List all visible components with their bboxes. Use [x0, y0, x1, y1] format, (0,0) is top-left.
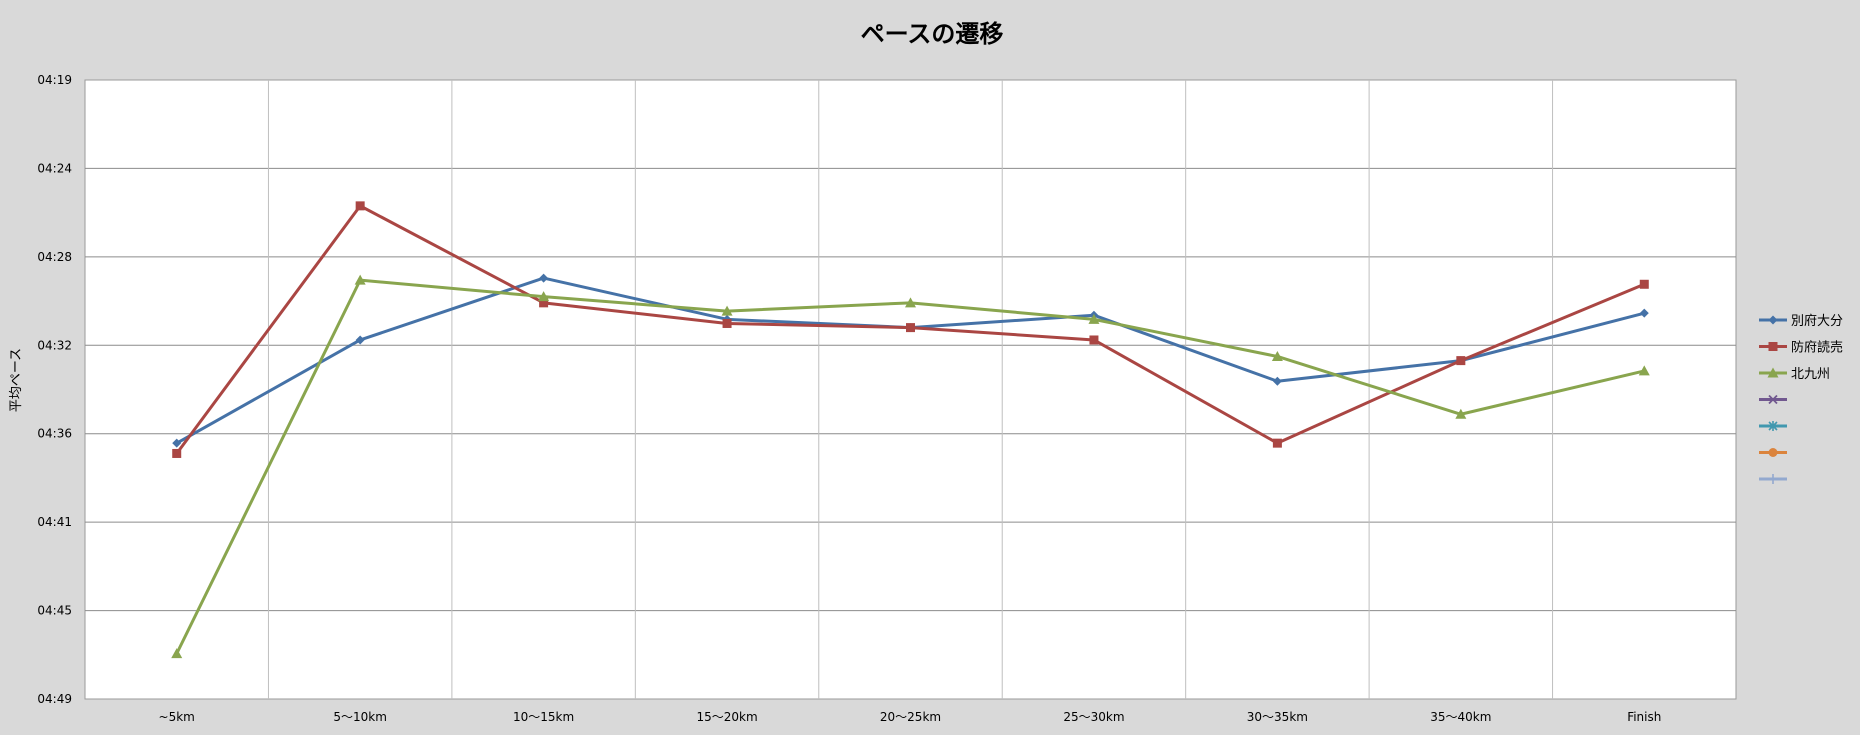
legend-marker: [1768, 448, 1778, 457]
y-tick-label: 04:45: [37, 604, 72, 618]
x-tick-label: Finish: [1627, 710, 1661, 724]
y-tick-label: 04:28: [37, 250, 72, 264]
legend-marker: [1767, 367, 1779, 378]
data-point: [1272, 376, 1282, 386]
legend-marker: [1768, 394, 1778, 405]
x-tick-label: 30～35km: [1247, 710, 1308, 724]
series-2: [172, 201, 1649, 458]
data-point: [722, 318, 732, 328]
legend-item: [1759, 448, 1787, 457]
legend-marker: [1768, 474, 1778, 484]
x-tick-label: 35～40km: [1430, 710, 1491, 724]
data-point: [538, 291, 550, 302]
data-point: [539, 298, 549, 308]
data-point: [1456, 356, 1466, 366]
legend-item: [1759, 421, 1787, 431]
data-point: [1455, 408, 1467, 419]
legend-label: 北九州: [1791, 367, 1830, 382]
data-point: [1089, 335, 1099, 345]
data-point: [1639, 279, 1649, 289]
data-point: [172, 448, 182, 458]
legend-item: 北九州: [1759, 367, 1830, 382]
legend-item: 別府大分: [1759, 314, 1843, 329]
series-layer: [171, 201, 1650, 659]
legend-item: [1759, 474, 1787, 484]
data-point: [906, 323, 915, 333]
data-point: [1639, 308, 1649, 318]
data-point: [354, 274, 366, 285]
y-tick-label: 04:24: [37, 161, 72, 175]
data-point: [905, 297, 916, 308]
x-tick-label: 20～25km: [880, 710, 941, 724]
y-tick-label: 04:32: [37, 338, 72, 352]
y-axis: 04:19 04:24 04:28 04:32 04:36 04:41 04:45 04:49: [37, 73, 72, 706]
legend-marker: [1768, 421, 1778, 431]
data-point: [355, 335, 365, 345]
data-point: [1271, 350, 1283, 361]
data-point: [172, 438, 182, 448]
y-tick-label: 04:49: [37, 692, 72, 706]
data-point: [1638, 365, 1650, 376]
legend-item: 防府読売: [1759, 340, 1843, 356]
x-tick-label: 15～20km: [696, 710, 757, 724]
y-tick-label: 04:36: [37, 427, 72, 441]
data-point: [1272, 438, 1282, 448]
legend-label: 別府大分: [1791, 314, 1843, 329]
x-tick-label: ~5km: [159, 710, 195, 724]
grid-layer: [85, 80, 1736, 699]
data-point: [1088, 313, 1100, 324]
data-point: [721, 305, 733, 316]
y-axis-title: 平均ペース: [9, 348, 24, 412]
chart-title: ペースの遷移: [861, 20, 1004, 48]
data-point: [355, 201, 365, 211]
legend-marker: [1768, 342, 1778, 351]
y-tick-label: 04:41: [37, 515, 72, 529]
x-axis: ~5km 5～10km 10～15km 15～20km 20～25km 25～30km 30…: [159, 710, 1662, 724]
series-3: [171, 274, 1650, 659]
plot-area: [84, 79, 1737, 700]
x-tick-label: 10～15km: [513, 710, 574, 724]
y-tick-label: 04:19: [37, 73, 72, 87]
x-tick-label: 25～30km: [1063, 710, 1124, 724]
legend-label: 防府読売: [1791, 340, 1843, 356]
legend-marker: [1768, 315, 1778, 325]
data-point: [171, 648, 183, 659]
x-tick-label: 5～10km: [333, 710, 387, 724]
data-point: [539, 273, 549, 283]
legend-item: [1759, 394, 1787, 405]
